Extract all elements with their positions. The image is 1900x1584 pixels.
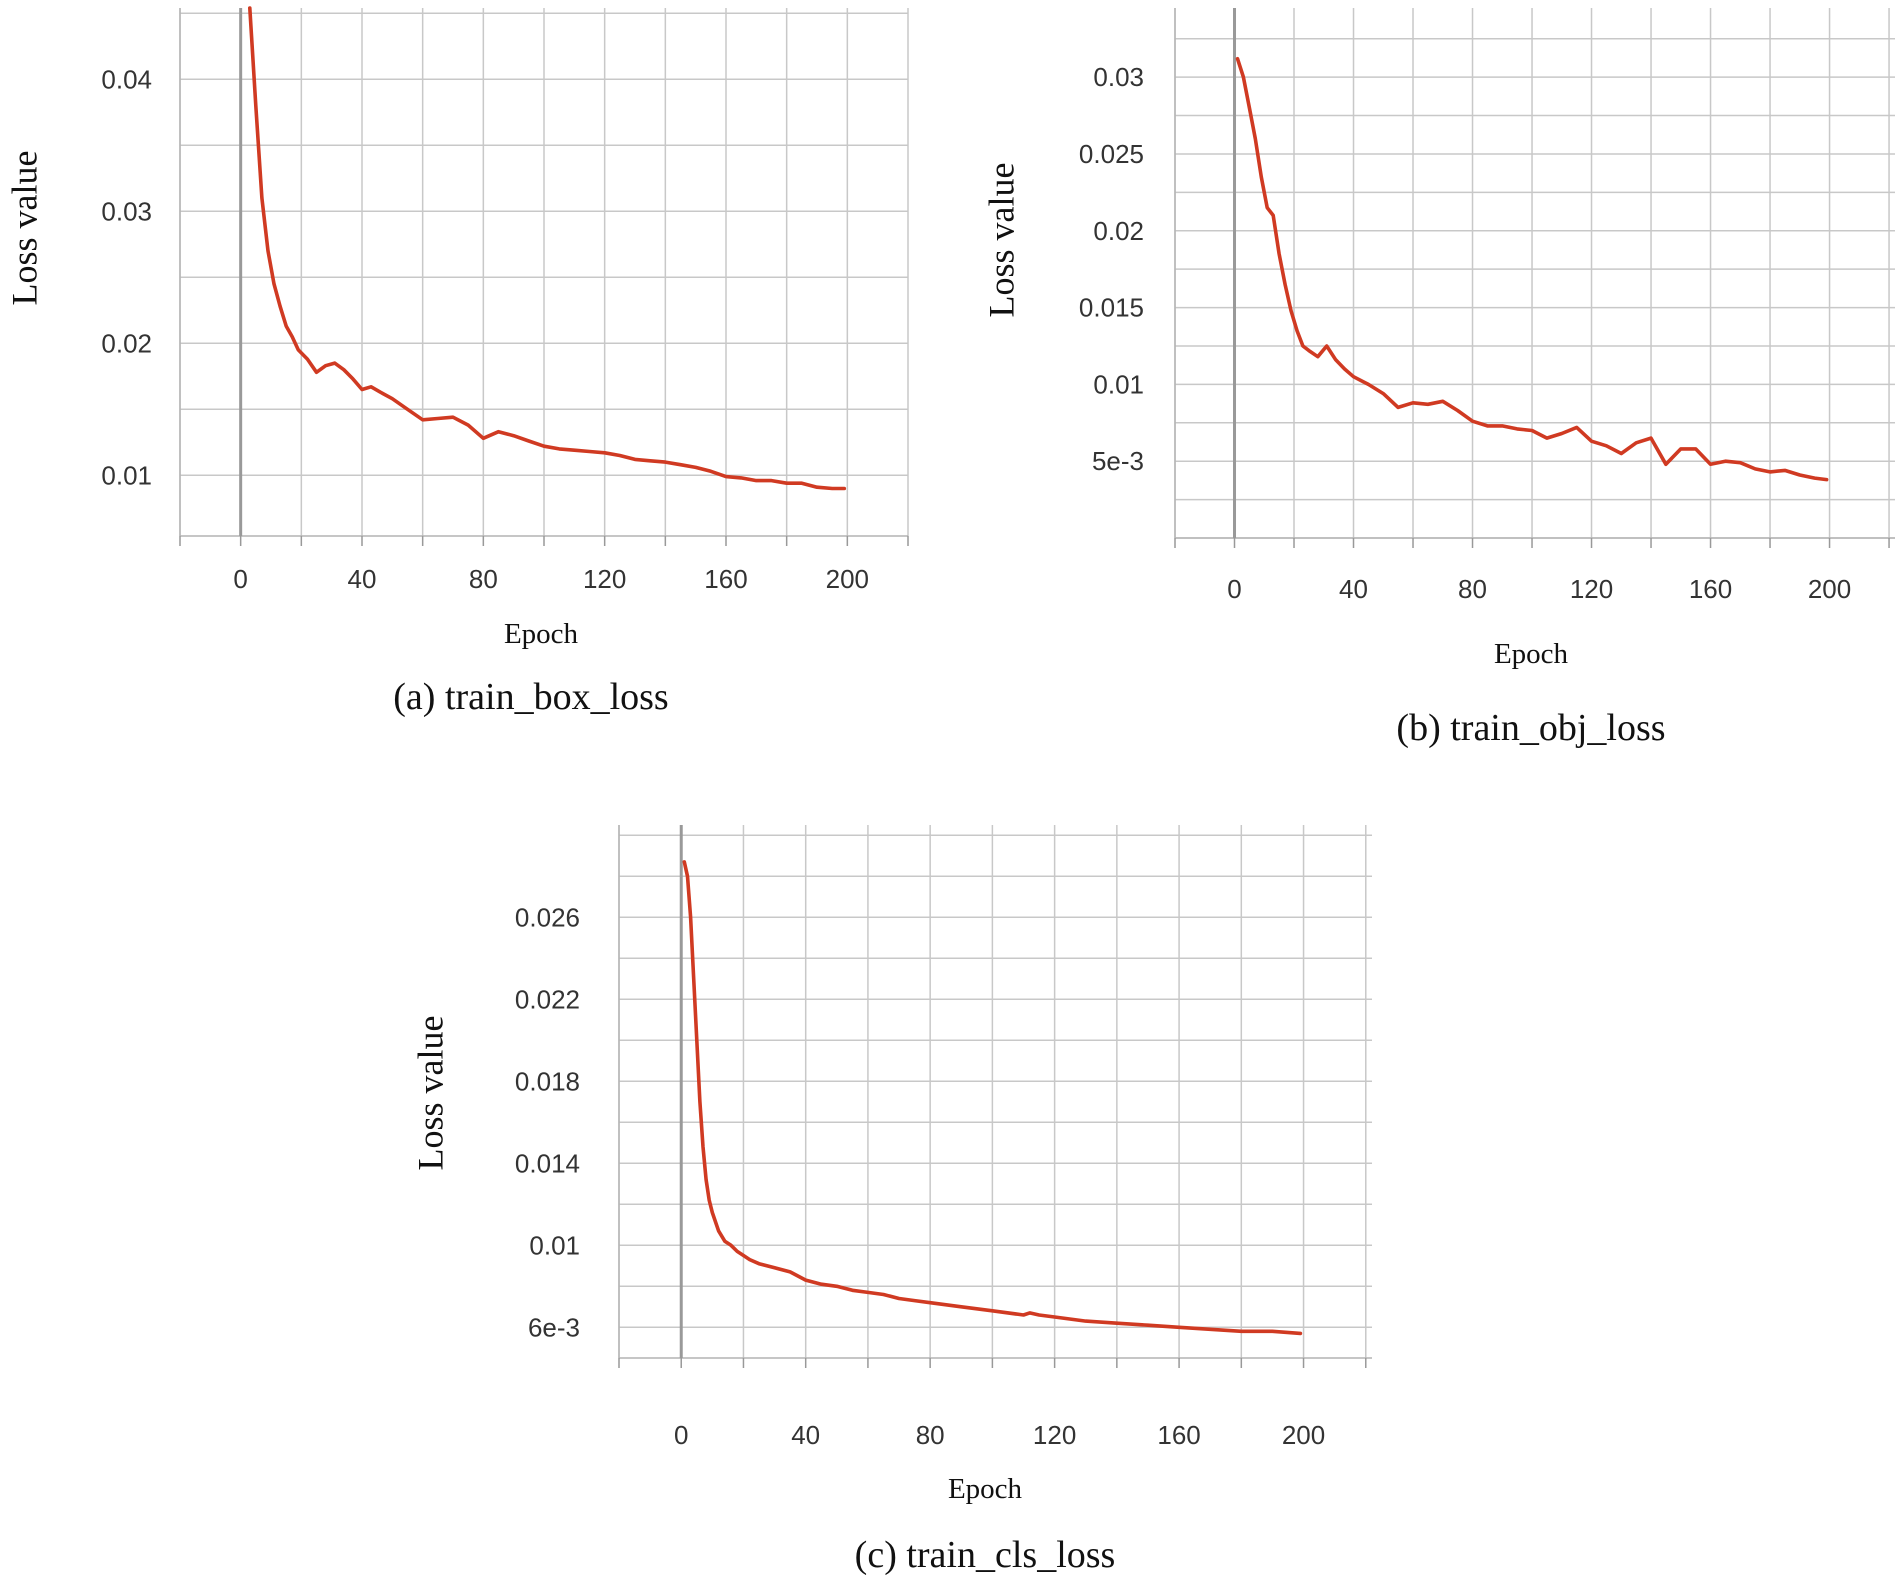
- y-tick-label: 0.022: [515, 984, 580, 1014]
- series-line-train-box-loss: [248, 6, 847, 491]
- x-tick-label: 120: [1570, 574, 1613, 604]
- y-tick-label: 0.03: [101, 196, 152, 226]
- y-tick-label: 0.026: [515, 902, 580, 932]
- y-tick-label: 0.03: [1093, 62, 1144, 92]
- y-axis-title: Loss value: [410, 1016, 450, 1171]
- series-line-train-cls-loss: [682, 860, 1303, 1336]
- series-line-train-obj-loss: [1235, 56, 1829, 482]
- y-tick-label: 0.02: [101, 328, 152, 358]
- x-tick-label: 120: [1033, 1420, 1076, 1450]
- x-tick-label: 200: [1808, 574, 1851, 604]
- x-tick-label: 80: [469, 564, 498, 594]
- x-tick-label: 160: [704, 564, 747, 594]
- y-tick-label: 0.01: [1093, 369, 1144, 399]
- x-tick-label: 120: [583, 564, 626, 594]
- y-tick-label: 0.04: [101, 64, 152, 94]
- y-tick-label: 0.02: [1093, 216, 1144, 246]
- y-tick-label: 0.01: [101, 460, 152, 490]
- y-tick-label: 5e-3: [1092, 446, 1144, 476]
- x-tick-label: 0: [1227, 574, 1241, 604]
- x-tick-label: 160: [1689, 574, 1732, 604]
- y-axis-title: Loss value: [981, 163, 1021, 318]
- x-tick-label: 0: [233, 564, 247, 594]
- x-tick-label: 200: [826, 564, 869, 594]
- chart-train-obj-loss: 0 40 80 120 160 200 5e-3 0.01 0.015 0.02 0.025 0.03…: [981, 8, 1895, 749]
- chart-caption: (c) train_cls_loss: [855, 1534, 1116, 1576]
- y-tick-label: 0.014: [515, 1148, 580, 1178]
- x-tick-label: 0: [674, 1420, 688, 1450]
- chart-train-cls-loss: 0 40 80 120 160 200 6e-3 0.01 0.014 0.018 0.022 0.0…: [410, 825, 1372, 1576]
- x-tick-label: 200: [1282, 1420, 1325, 1450]
- chart-caption: (a) train_box_loss: [393, 676, 668, 718]
- x-axis-title: Epoch: [948, 1473, 1023, 1505]
- y-tick-label: 6e-3: [528, 1312, 580, 1342]
- x-tick-label: 160: [1157, 1420, 1200, 1450]
- chart-train-box-loss: 0 40 80 120 160 200 0.01 0.02 0.03 0.04 Epoch Loss …: [4, 6, 909, 718]
- y-tick-label: 0.018: [515, 1066, 580, 1096]
- y-tick-label: 0.01: [529, 1230, 580, 1260]
- x-tick-label: 40: [348, 564, 377, 594]
- x-axis-title: Epoch: [1494, 638, 1569, 670]
- x-tick-label: 80: [1458, 574, 1487, 604]
- y-tick-label: 0.015: [1079, 293, 1144, 323]
- x-tick-label: 40: [791, 1420, 820, 1450]
- x-axis-title: Epoch: [504, 618, 579, 650]
- x-tick-label: 80: [916, 1420, 945, 1450]
- y-tick-label: 0.025: [1079, 139, 1144, 169]
- x-tick-label: 40: [1339, 574, 1368, 604]
- chart-caption: (b) train_obj_loss: [1396, 707, 1665, 749]
- y-axis-title: Loss value: [4, 151, 44, 306]
